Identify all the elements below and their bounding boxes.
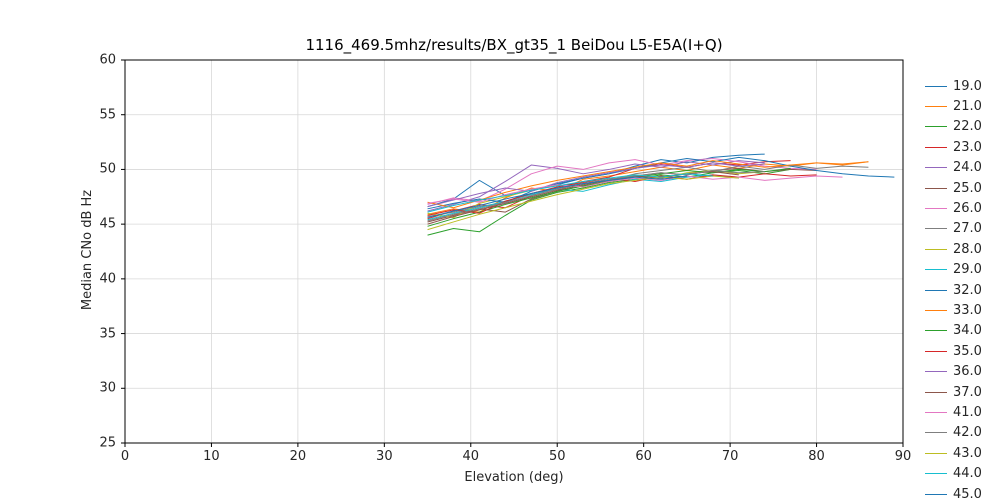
legend-line-swatch bbox=[925, 432, 947, 434]
legend-label: 23.0 bbox=[953, 139, 982, 155]
legend-line-swatch bbox=[925, 167, 947, 169]
legend-item: 25.0 bbox=[925, 178, 982, 198]
legend-item: 44.0 bbox=[925, 464, 982, 484]
y-tick-label: 60 bbox=[99, 52, 116, 68]
legend-label: 33.0 bbox=[953, 302, 982, 318]
legend-item: 22.0 bbox=[925, 117, 982, 137]
legend-label: 28.0 bbox=[953, 241, 982, 257]
legend-line-swatch bbox=[925, 269, 947, 271]
legend-item: 19.0 bbox=[925, 76, 982, 96]
series-line bbox=[427, 160, 765, 212]
legend-line-swatch bbox=[925, 126, 947, 128]
legend-item: 29.0 bbox=[925, 260, 982, 280]
legend-line-swatch bbox=[925, 411, 947, 413]
series-line bbox=[427, 160, 869, 209]
legend-item: 45.0 bbox=[925, 484, 982, 500]
legend-item: 24.0 bbox=[925, 158, 982, 178]
legend-line-swatch bbox=[925, 350, 947, 352]
series-line bbox=[427, 170, 765, 222]
x-tick-label: 0 bbox=[120, 449, 130, 464]
series-line bbox=[427, 174, 739, 221]
legend-label: 25.0 bbox=[953, 180, 982, 196]
legend-item: 33.0 bbox=[925, 300, 982, 320]
legend-line-swatch bbox=[925, 146, 947, 148]
legend-line-swatch bbox=[925, 493, 947, 495]
y-axis-label-text: Median CNo dB Hz bbox=[80, 189, 95, 311]
legend-label: 27.0 bbox=[953, 221, 982, 237]
legend-label: 32.0 bbox=[953, 282, 982, 298]
legend-item: 21.0 bbox=[925, 96, 982, 116]
series-line bbox=[427, 157, 817, 205]
x-tick-label: 60 bbox=[635, 449, 652, 464]
legend-label: 44.0 bbox=[953, 466, 982, 482]
x-tick-label: 30 bbox=[376, 449, 393, 464]
legend-item: 35.0 bbox=[925, 341, 982, 361]
x-axis-label: Elevation (deg) bbox=[464, 470, 564, 485]
series-line bbox=[427, 173, 713, 213]
axes-frame bbox=[124, 59, 904, 444]
legend-item: 36.0 bbox=[925, 362, 982, 382]
legend-line-swatch bbox=[925, 105, 947, 107]
legend-label: 29.0 bbox=[953, 262, 982, 278]
legend-item: 41.0 bbox=[925, 402, 982, 422]
x-tick-label: 50 bbox=[548, 449, 566, 464]
y-tick-label: 25 bbox=[99, 435, 116, 451]
legend-label: 37.0 bbox=[953, 384, 982, 400]
legend-item: 26.0 bbox=[925, 198, 982, 218]
legend-item: 37.0 bbox=[925, 382, 982, 402]
legend-line-swatch bbox=[925, 187, 947, 189]
legend-line-swatch bbox=[925, 207, 947, 209]
legend-label: 24.0 bbox=[953, 160, 982, 176]
y-tick-label: 45 bbox=[99, 216, 116, 232]
x-tick-label: 80 bbox=[808, 449, 825, 464]
legend-item: 43.0 bbox=[925, 443, 982, 463]
legend-label: 22.0 bbox=[953, 119, 982, 135]
x-tick-label: 40 bbox=[462, 449, 480, 464]
legend-label: 19.0 bbox=[953, 78, 982, 94]
legend-label: 26.0 bbox=[953, 200, 982, 216]
y-tick-label: 55 bbox=[99, 107, 116, 123]
y-tick-label: 30 bbox=[99, 380, 116, 396]
series-line bbox=[427, 168, 791, 236]
legend-line-swatch bbox=[925, 371, 947, 373]
legend-line-swatch bbox=[925, 473, 947, 475]
x-tick-label: 20 bbox=[289, 449, 307, 464]
legend-item: 23.0 bbox=[925, 137, 982, 157]
x-tick-label: 70 bbox=[721, 449, 739, 464]
legend-label: 45.0 bbox=[953, 486, 982, 500]
legend: 19.0 21.0 22.0 23.0 24.0 25.0 26.0 27.0 28.0 29.0… bbox=[925, 76, 1000, 500]
legend-label: 34.0 bbox=[953, 323, 982, 339]
y-tick-label: 40 bbox=[99, 271, 116, 287]
series-line bbox=[427, 175, 739, 231]
legend-label: 43.0 bbox=[953, 445, 982, 461]
series-line bbox=[427, 175, 687, 219]
x-tick-label: 10 bbox=[203, 449, 220, 464]
x-tick-label: 90 bbox=[894, 449, 912, 464]
legend-label: 42.0 bbox=[953, 425, 982, 441]
legend-item: 34.0 bbox=[925, 321, 982, 341]
legend-line-swatch bbox=[925, 330, 947, 332]
legend-label: 41.0 bbox=[953, 404, 982, 420]
legend-item: 32.0 bbox=[925, 280, 982, 300]
legend-item: 27.0 bbox=[925, 219, 982, 239]
legend-line-swatch bbox=[925, 248, 947, 250]
legend-label: 35.0 bbox=[953, 343, 982, 359]
legend-line-swatch bbox=[925, 452, 947, 454]
legend-line-swatch bbox=[925, 309, 947, 311]
legend-label: 36.0 bbox=[953, 364, 982, 380]
legend-line-swatch bbox=[925, 85, 947, 87]
y-tick-label: 50 bbox=[99, 161, 116, 177]
chart-title: 1116_469.5mhz/results/BX_gt35_1 BeiDou L… bbox=[305, 36, 723, 54]
legend-item: 28.0 bbox=[925, 239, 982, 259]
series-line bbox=[427, 162, 765, 208]
legend-line-swatch bbox=[925, 228, 947, 230]
y-tick-label: 35 bbox=[99, 326, 116, 342]
legend-line-swatch bbox=[925, 289, 947, 291]
legend-item: 42.0 bbox=[925, 423, 982, 443]
legend-line-swatch bbox=[925, 391, 947, 393]
legend-label: 21.0 bbox=[953, 98, 982, 114]
